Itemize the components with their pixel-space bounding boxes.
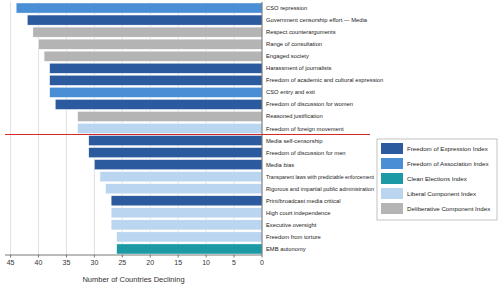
tick-label: 5 (232, 259, 236, 266)
bar (16, 3, 262, 13)
axis-title: Number of Countries Declining (82, 275, 184, 284)
tick-mark (150, 255, 151, 258)
bar (106, 184, 262, 194)
category-label: CSO repression (266, 5, 307, 11)
tick-label: 25 (118, 259, 126, 266)
legend-label: Freedom of Association Index (407, 160, 489, 167)
tick-label: 15 (174, 259, 182, 266)
bar (117, 244, 262, 254)
category-label: EMB autonomy (266, 246, 306, 252)
category-label: CSO entry and exit (266, 89, 315, 95)
category-label: Respect counterarguments (266, 29, 336, 35)
bar (111, 208, 262, 218)
grid (11, 2, 262, 255)
category-label: Range of consultation (266, 41, 322, 47)
bar (39, 39, 262, 49)
tick-label: 40 (35, 259, 43, 266)
tick-label: 45 (7, 259, 15, 266)
bar (94, 160, 262, 170)
grid-line (10, 2, 11, 255)
tick-label: 0 (260, 259, 264, 266)
category-label: Freedom of discussion for women (266, 101, 353, 107)
tick-label: 35 (63, 259, 71, 266)
bar (89, 148, 262, 158)
bar (111, 220, 262, 230)
tick-mark (38, 255, 39, 258)
tick-mark (66, 255, 67, 258)
axis-line (5, 255, 262, 256)
axis-line (262, 2, 263, 255)
tick-mark (206, 255, 207, 258)
category-label: Freedom of academic and cultural express… (266, 77, 383, 83)
category-label: High court independence (266, 210, 330, 216)
legend-swatch (381, 203, 403, 214)
bar (50, 63, 262, 73)
legend-box (377, 139, 497, 220)
bar (44, 51, 262, 61)
legend-label: Clean Elections Index (407, 175, 468, 182)
bars (16, 3, 262, 254)
tick-mark (178, 255, 179, 258)
legend: Freedom of Expression Index Freedom of As… (377, 139, 497, 220)
bar (89, 136, 262, 146)
category-label: Media bias (266, 162, 294, 168)
legend-swatch (381, 143, 403, 154)
category-label: Harassment of journalists (266, 65, 332, 71)
category-label: Engaged society (266, 53, 309, 59)
bar (55, 99, 262, 109)
legend-label: Deliberative Component Index (407, 205, 491, 212)
separator-line (5, 134, 370, 135)
category-label: Freedom of discussion for men (266, 150, 346, 156)
tick-label: 20 (146, 259, 154, 266)
legend-swatch (381, 158, 403, 169)
tick-mark (122, 255, 123, 258)
tick-mark (262, 255, 263, 258)
category-label: Executive oversight (266, 222, 317, 228)
tick-mark (10, 255, 11, 258)
bar (78, 123, 262, 133)
grid-line (262, 2, 263, 255)
bar (117, 232, 262, 242)
legend-label: Freedom of Expression Index (407, 145, 489, 152)
category-label: Freedom of foreign movement (266, 126, 344, 132)
bar (78, 111, 262, 121)
category-label: Freedom from torture (266, 234, 321, 240)
bar (50, 75, 262, 85)
tick-mark (94, 255, 95, 258)
tick-mark (234, 255, 235, 258)
legend-label: Liberal Component Index (407, 190, 477, 197)
bar (50, 87, 262, 97)
category-label: Print/broadcast media critical (266, 198, 340, 204)
bar (33, 27, 262, 37)
category-label: Reasoned justification (266, 113, 323, 119)
category-label: Media self-censorship (266, 138, 322, 144)
tick-label: 30 (90, 259, 98, 266)
chart: 0 5 10 15 20 25 30 35 40 45 Number of Countries De… (0, 0, 500, 291)
legend-swatch (381, 188, 403, 199)
category-label: Government censorship effort — Media (266, 17, 368, 23)
bar (27, 15, 262, 25)
bar (100, 172, 262, 182)
category-label: Rigorous and impartial public administra… (266, 186, 374, 192)
category-label: Transparent laws with predictable enforc… (266, 174, 374, 180)
legend-swatch (381, 173, 403, 184)
tick-label: 10 (202, 259, 210, 266)
bar (111, 196, 262, 206)
